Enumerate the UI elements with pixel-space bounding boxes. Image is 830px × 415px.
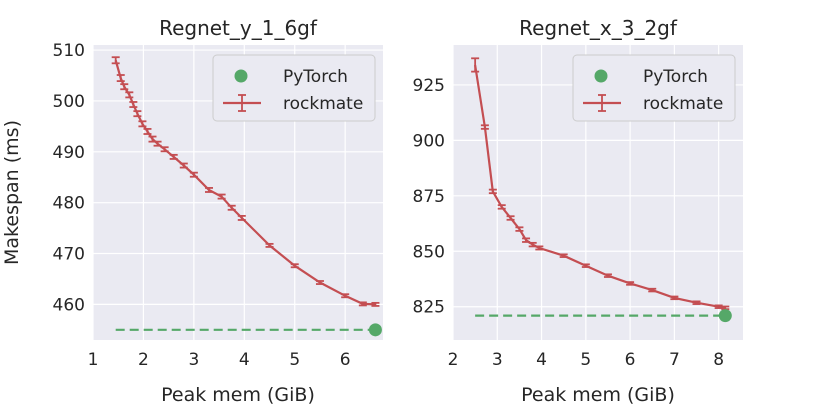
x-tick-label: 5 xyxy=(580,350,591,370)
rockmate-errorbar xyxy=(125,91,134,99)
x-tick-label: 5 xyxy=(289,350,300,370)
rockmate-errorbar xyxy=(581,263,590,268)
rockmate-errorbar xyxy=(341,293,350,299)
y-tick-label: 925 xyxy=(413,76,445,96)
rockmate-errorbar xyxy=(488,188,497,195)
rockmate-errorbar xyxy=(648,287,657,293)
y-tick-label: 480 xyxy=(53,194,85,214)
y-tick-label: 825 xyxy=(413,298,445,318)
rockmate-errorbar xyxy=(133,110,142,118)
legend-box xyxy=(212,54,376,122)
rockmate-errorbar xyxy=(160,146,169,153)
x-axis-label: Peak mem (GiB) xyxy=(161,384,315,406)
rockmate-errorbar xyxy=(120,83,129,91)
chart-title: Regnet_x_3_2gf xyxy=(519,16,678,40)
x-tick-label: 7 xyxy=(669,350,680,370)
rockmate-errorbar xyxy=(315,280,324,285)
rockmate-errorbar xyxy=(603,273,612,278)
rockmate-errorbar xyxy=(290,263,299,269)
rockmate-errorbar xyxy=(116,74,125,83)
chart-panel-1: 1 2 3 4 5 6 460 470 480 490 500 510 Regnet_y_1_6gf Pe… xyxy=(1,16,383,406)
legend: PyTorch rockmate xyxy=(212,54,376,122)
chart-title: Regnet_y_1_6gf xyxy=(159,16,318,40)
x-axis-label: Peak mem (GiB) xyxy=(521,384,675,406)
legend-pytorch-label: PyTorch xyxy=(643,67,708,87)
rockmate-errorbar xyxy=(497,204,506,210)
pytorch-point xyxy=(368,323,382,337)
legend-rockmate-label: rockmate xyxy=(643,94,723,114)
rockmate-errorbar xyxy=(371,301,380,307)
rockmate-errorbar xyxy=(535,245,544,251)
rockmate-errorbar xyxy=(227,204,236,211)
rockmate-errorbar xyxy=(217,193,226,200)
x-tick-label: 3 xyxy=(492,350,503,370)
rockmate-errorbar xyxy=(515,226,524,232)
y-tick-label: 850 xyxy=(413,242,445,262)
x-tick-label: 8 xyxy=(713,350,724,370)
y-axis-label: Makespan (ms) xyxy=(1,120,23,265)
rockmate-errorbar xyxy=(670,295,679,301)
y-tick-label: 470 xyxy=(53,245,85,265)
y-tick-label: 900 xyxy=(413,131,445,151)
legend: PyTorch rockmate xyxy=(572,54,736,122)
rockmate-errorbar xyxy=(559,253,568,258)
rockmate-errorbar xyxy=(692,300,701,305)
rockmate-errorbar xyxy=(138,120,147,128)
x-tick-label: 6 xyxy=(625,350,636,370)
legend-box xyxy=(572,54,736,122)
y-tick-label: 490 xyxy=(53,143,85,163)
legend-pytorch-marker xyxy=(234,69,248,83)
pytorch-point xyxy=(718,309,732,323)
rockmate-errorbar xyxy=(129,101,138,108)
rockmate-errorbar xyxy=(626,281,635,286)
y-tick-label: 500 xyxy=(53,92,85,112)
x-tick-label: 2 xyxy=(138,350,149,370)
rockmate-errorbar xyxy=(265,242,274,248)
rockmate-errorbar xyxy=(480,124,489,130)
legend-rockmate-label: rockmate xyxy=(283,94,363,114)
rockmate-errorbar xyxy=(237,214,246,221)
rockmate-errorbar xyxy=(471,57,480,73)
rockmate-errorbar xyxy=(169,153,178,160)
rockmate-errorbar xyxy=(153,140,162,147)
y-tick-label: 510 xyxy=(53,41,85,61)
rockmate-errorbar xyxy=(143,128,152,135)
x-tick-label: 2 xyxy=(448,350,459,370)
rockmate-errorbar xyxy=(189,171,198,178)
rockmate-errorbar xyxy=(358,301,367,307)
x-tick-label: 4 xyxy=(239,350,250,370)
rockmate-errorbar xyxy=(111,56,120,65)
legend-pytorch-label: PyTorch xyxy=(283,67,348,87)
legend-pytorch-marker xyxy=(594,69,608,83)
x-tick-label: 1 xyxy=(88,350,99,370)
rockmate-errorbar xyxy=(506,215,515,221)
x-tick-label: 3 xyxy=(188,350,199,370)
chart-panel-2: 2 3 4 5 6 7 8 825 850 875 900 925 Regnet_x_3_2gf Peak… xyxy=(413,16,743,406)
x-tick-label: 4 xyxy=(536,350,547,370)
rockmate-errorbar xyxy=(714,304,723,309)
y-tick-label: 875 xyxy=(413,187,445,207)
x-tick-label: 6 xyxy=(340,350,351,370)
rockmate-errorbar xyxy=(205,187,213,193)
rockmate-errorbar xyxy=(179,162,188,169)
y-tick-label: 460 xyxy=(53,295,85,315)
